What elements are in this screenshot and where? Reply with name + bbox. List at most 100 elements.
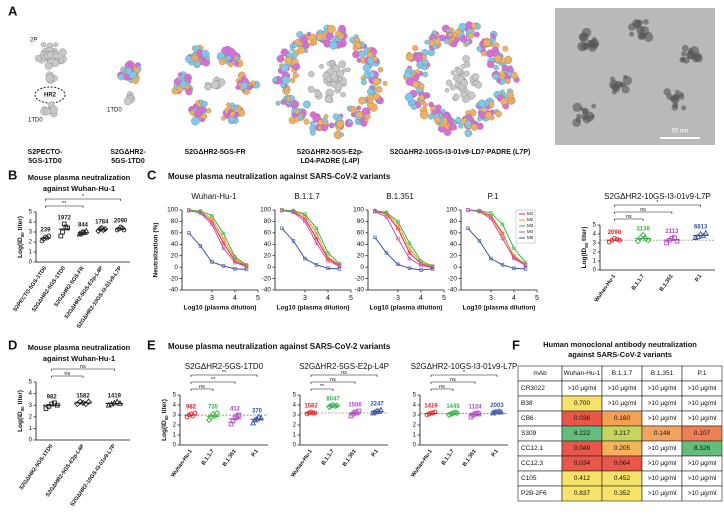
structure-art bbox=[465, 130, 472, 137]
structure-art bbox=[451, 41, 457, 47]
em-particle bbox=[591, 104, 596, 109]
structure-caption: S2PECTO- bbox=[28, 149, 64, 156]
y-tick-label: 4 bbox=[173, 403, 177, 409]
structure-art bbox=[491, 34, 496, 39]
em-particle bbox=[572, 118, 581, 127]
structure-art bbox=[477, 46, 483, 52]
structure-art bbox=[368, 98, 373, 103]
em-particle bbox=[693, 52, 702, 61]
structure-art bbox=[53, 42, 58, 47]
x-tick-label: P.1 bbox=[694, 274, 703, 284]
structure-art bbox=[219, 58, 226, 65]
data-point bbox=[86, 399, 91, 404]
structure-caption: 5GS-1TD0 bbox=[111, 158, 145, 165]
y-tick-label: 5 bbox=[593, 223, 597, 229]
y-tick-label: 3 bbox=[293, 413, 297, 419]
table-cell-text: P2B-2F6 bbox=[521, 490, 547, 497]
value-label: 982 bbox=[186, 405, 197, 411]
x-axis-label: Log10 (plasma dilution) bbox=[370, 305, 443, 312]
structure-art bbox=[46, 74, 54, 82]
x-tick-label: Wuhan-Hu-1 bbox=[410, 449, 433, 479]
structure-art bbox=[450, 85, 456, 91]
em-particle bbox=[622, 85, 630, 93]
structure-art bbox=[348, 120, 352, 124]
significance-label: ns bbox=[626, 214, 632, 220]
structure-art bbox=[310, 111, 316, 117]
structure-art bbox=[238, 110, 245, 117]
structure-art bbox=[373, 93, 379, 99]
structure-art bbox=[329, 41, 337, 49]
structure-caption: S2GΔHR2-10GS-I3-01v9-LD7-PADRE (L7P) bbox=[390, 149, 531, 156]
y-tick-label: -20 bbox=[262, 275, 272, 282]
structure-art bbox=[365, 114, 370, 119]
table-cell-text: >10 µg/ml bbox=[648, 445, 677, 452]
structure-art bbox=[456, 69, 462, 75]
structure-art bbox=[455, 29, 461, 35]
x-axis-label: Log10 (plasma dilution) bbox=[184, 305, 257, 312]
significance-label: ns bbox=[439, 384, 445, 390]
em-particle bbox=[612, 90, 617, 95]
curve bbox=[375, 211, 433, 266]
structure-caption: S2GΔHR2- bbox=[110, 149, 146, 156]
x-tick-label: 4 bbox=[419, 295, 423, 302]
structure-art bbox=[448, 119, 453, 124]
structure-art bbox=[292, 101, 299, 108]
value-label: 735 bbox=[208, 405, 219, 411]
x-tick-label: P.1 bbox=[491, 449, 500, 459]
structure-art bbox=[434, 39, 440, 45]
y-tick-label: 0 bbox=[360, 264, 364, 271]
value-label: 239 bbox=[40, 228, 51, 234]
y-tick-label: 0 bbox=[293, 443, 297, 449]
structure-art bbox=[206, 108, 211, 113]
structure-art bbox=[464, 71, 470, 77]
structure-art bbox=[357, 106, 362, 111]
structure-art bbox=[501, 98, 508, 105]
structure-art bbox=[202, 101, 208, 107]
structure-art bbox=[327, 25, 335, 33]
structure-art bbox=[422, 65, 427, 70]
structure-art bbox=[355, 42, 361, 48]
table-header: P.1 bbox=[698, 370, 707, 377]
structure-art bbox=[41, 42, 46, 47]
value-label: 412 bbox=[230, 407, 241, 413]
panel-label: A bbox=[8, 3, 18, 18]
structure-art bbox=[485, 112, 492, 119]
curve bbox=[282, 228, 340, 269]
structure-art bbox=[333, 65, 340, 72]
y-tick-label: 100 bbox=[353, 207, 364, 214]
y-tick-label: -20 bbox=[448, 275, 458, 282]
y-tick-label: 2 bbox=[593, 250, 597, 256]
structure-art bbox=[277, 55, 284, 62]
schematic-label: 1TD0 bbox=[28, 118, 43, 124]
chart-title: against Wuhan-Hu-1 bbox=[43, 354, 115, 363]
x-axis-label: Log10 (plasma dilution) bbox=[277, 305, 350, 312]
y-tick-label: 80 bbox=[357, 218, 365, 225]
structure-art bbox=[35, 55, 42, 62]
value-label: 844 bbox=[78, 223, 89, 229]
value-label: 1419 bbox=[424, 404, 438, 410]
structure-art bbox=[432, 110, 437, 115]
legend-label: M2 bbox=[527, 217, 534, 222]
y-tick-label: 1 bbox=[413, 433, 417, 439]
legend-label: M1 bbox=[527, 211, 534, 216]
data-point bbox=[696, 234, 701, 238]
y-tick-label: 40 bbox=[264, 241, 272, 248]
table-cell-text: >10 µg/ml bbox=[648, 415, 677, 422]
y-axis-label: Neutralization (%) bbox=[153, 223, 160, 278]
data-point bbox=[61, 230, 65, 234]
structure-art bbox=[308, 71, 314, 77]
structure-art bbox=[478, 111, 482, 115]
table-cell-text: >10 µg/ml bbox=[688, 460, 717, 467]
data-point bbox=[59, 234, 63, 238]
y-axis-label: Log(ID50 titer) bbox=[581, 227, 589, 269]
structure-art bbox=[434, 117, 440, 123]
table-cell-text: B38 bbox=[521, 400, 533, 407]
table-cell-text: 0.064 bbox=[614, 460, 631, 467]
em-particle bbox=[623, 75, 627, 79]
structure-art bbox=[50, 106, 58, 114]
y-tick-label: 5 bbox=[293, 393, 297, 399]
table-cell-text: 0.700 bbox=[574, 400, 591, 407]
table-cell-text: 0.205 bbox=[614, 445, 631, 452]
x-tick-label: B.1.1.7 bbox=[321, 449, 336, 467]
significance-label: ns bbox=[199, 384, 205, 390]
